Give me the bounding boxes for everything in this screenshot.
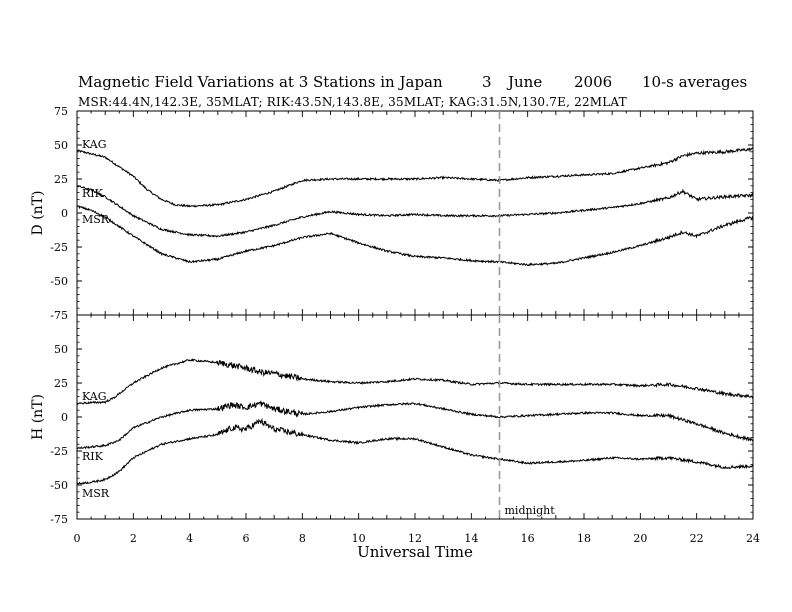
series-line-H-RIK xyxy=(76,400,754,450)
x-tick-label: 0 xyxy=(74,532,81,545)
x-tick-label: 6 xyxy=(243,532,250,545)
series-line-H-MSR xyxy=(76,417,754,485)
midnight-label: midnight xyxy=(505,504,556,517)
date-year: 2006 xyxy=(574,73,613,91)
panel-frame-H xyxy=(76,314,754,520)
date-day: 3 xyxy=(482,73,492,91)
y-tick-label: 0 xyxy=(61,207,68,220)
x-tick-label: 12 xyxy=(408,532,422,545)
averaging-label: 10-s averages xyxy=(642,73,748,91)
x-axis-label: Universal Time xyxy=(357,543,473,561)
series-label-H-KAG: KAG xyxy=(82,390,107,403)
y-tick-label: -50 xyxy=(50,275,68,288)
y-tick-label: 25 xyxy=(54,173,68,186)
chart-title-row: Magnetic Field Variations at 3 Stations … xyxy=(78,73,747,181)
y-tick-label: 75 xyxy=(54,105,68,118)
series-line-D-RIK xyxy=(76,185,754,238)
x-tick-label: 18 xyxy=(577,532,591,545)
station-subtitle: MSR:44.4N,142.3E, 35MLAT; RIK:43.5N,143.… xyxy=(78,95,627,109)
x-tick-label: 10 xyxy=(352,532,366,545)
y-tick-label: -25 xyxy=(50,445,68,458)
y-tick-label: 0 xyxy=(61,411,68,424)
y-tick-label: 50 xyxy=(54,343,68,356)
x-tick-label: 22 xyxy=(690,532,704,545)
x-tick-label: 14 xyxy=(464,532,478,545)
y-axis-label-H: H (nT) xyxy=(30,394,46,440)
series-label-H-MSR: MSR xyxy=(82,487,110,500)
series-label-H-RIK: RIK xyxy=(82,450,104,463)
y-tick-label: -75 xyxy=(50,309,68,322)
y-tick-label: -50 xyxy=(50,479,68,492)
x-tick-label: 8 xyxy=(299,532,306,545)
y-tick-label: -75 xyxy=(50,513,68,526)
chart-title: Magnetic Field Variations at 3 Stations … xyxy=(78,73,443,91)
x-tick-label: 20 xyxy=(633,532,647,545)
series-line-D-KAG xyxy=(76,147,754,208)
x-tick-label: 2 xyxy=(130,532,137,545)
x-tick-label: 4 xyxy=(186,532,193,545)
series-line-D-MSR xyxy=(76,205,754,267)
y-tick-label: -25 xyxy=(50,241,68,254)
series-label-D-RIK: RIK xyxy=(82,187,104,200)
series-label-D-MSR: MSR xyxy=(82,213,110,226)
y-tick-label: 50 xyxy=(54,139,68,152)
x-tick-label: 24 xyxy=(746,532,760,545)
series-label-D-KAG: KAG xyxy=(82,138,107,151)
date-month: June xyxy=(508,73,543,91)
y-tick-label: 25 xyxy=(54,377,68,390)
series-line-H-KAG xyxy=(76,358,754,406)
y-axis-label-D: D (nT) xyxy=(30,191,46,236)
x-tick-label: 16 xyxy=(521,532,535,545)
